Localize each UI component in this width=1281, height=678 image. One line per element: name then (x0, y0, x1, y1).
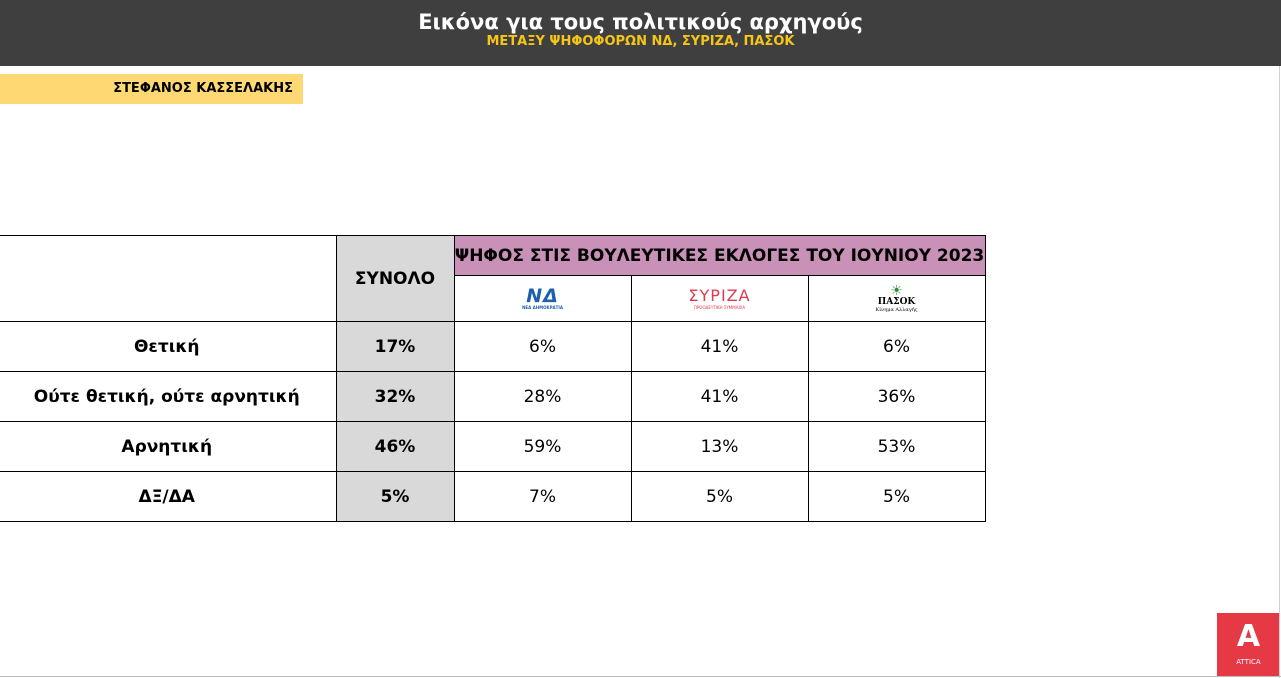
value-cell-nd: 7% (453, 471, 632, 522)
page-border-right (1279, 66, 1280, 678)
total-cell: 46% (335, 421, 455, 472)
syriza-logo-icon: ΣΥΡΙΖΑ ΠΡΟΟΔΕΥΤΙΚΗ ΣΥΜΜΑΧΙΑ (688, 286, 751, 311)
total-cell: 5% (335, 471, 455, 522)
row-label: Αρνητική (0, 421, 337, 472)
value-cell-syriza: 5% (630, 471, 809, 522)
value-cell-nd: 28% (453, 371, 632, 422)
table-corner-cell (0, 235, 337, 322)
brand-name: ATTICA (1236, 658, 1261, 666)
value-cell-pasok: 53% (807, 421, 986, 472)
person-label: ΣΤΕΦΑΝΟΣ ΚΑΣΣΕΛΑΚΗΣ (0, 74, 303, 104)
value-cell-syriza: 41% (630, 371, 809, 422)
total-cell: 17% (335, 321, 455, 372)
party-header-nd: ΝΔ ΝΕΑ ΔΗΜΟΚΡΑΤΙΑ (453, 275, 632, 322)
value-cell-pasok: 36% (807, 371, 986, 422)
results-table: ΣΥΝΟΛΟ ΨΗΦΟΣ ΣΤΙΣ ΒΟΥΛΕΥΤΙΚΕΣ ΕΚΛΟΓΕΣ ΤΟ… (0, 235, 986, 522)
row-label: ΔΞ/ΔΑ (0, 471, 337, 522)
party-group-header: ΨΗΦΟΣ ΣΤΙΣ ΒΟΥΛΕΥΤΙΚΕΣ ΕΚΛΟΓΕΣ ΤΟΥ ΙΟΥΝΙ… (453, 235, 986, 276)
value-cell-nd: 59% (453, 421, 632, 472)
table-row: Αρνητική 46% 59% 13% 53% (0, 421, 986, 472)
table-row: Ούτε θετική, ούτε αρνητική 32% 28% 41% 3… (0, 371, 986, 422)
value-cell-nd: 6% (453, 321, 632, 372)
row-label: Ούτε θετική, ούτε αρνητική (0, 371, 337, 422)
page-border-bottom (0, 676, 1281, 677)
row-label: Θετική (0, 321, 337, 372)
value-cell-pasok: 6% (807, 321, 986, 372)
page-title: Εικόνα για τους πολιτικούς αρχηγούς (418, 10, 863, 34)
page-header: Εικόνα για τους πολιτικούς αρχηγούς ΜΕΤΑ… (0, 0, 1281, 66)
pasok-logo-icon: ☀ ΠΑΣΟΚ Κίνημα Αλλαγής (875, 282, 918, 313)
attica-logo-icon: A ATTICA (1217, 613, 1280, 676)
page-subtitle: ΜΕΤΑΞΥ ΨΗΦΟΦΟΡΩΝ ΝΔ, ΣΥΡΙΖΑ, ΠΑΣΟΚ (486, 34, 795, 49)
value-cell-pasok: 5% (807, 471, 986, 522)
table-row: ΔΞ/ΔΑ 5% 7% 5% 5% (0, 471, 986, 522)
total-column-header: ΣΥΝΟΛΟ (335, 235, 455, 322)
table-row: Θετική 17% 6% 41% 6% (0, 321, 986, 372)
party-header-syriza: ΣΥΡΙΖΑ ΠΡΟΟΔΕΥΤΙΚΗ ΣΥΜΜΑΧΙΑ (630, 275, 809, 322)
value-cell-syriza: 13% (630, 421, 809, 472)
value-cell-syriza: 41% (630, 321, 809, 372)
total-cell: 32% (335, 371, 455, 422)
party-header-pasok: ☀ ΠΑΣΟΚ Κίνημα Αλλαγής (807, 275, 986, 322)
nd-logo-icon: ΝΔ ΝΕΑ ΔΗΜΟΚΡΑΤΙΑ (522, 285, 563, 311)
